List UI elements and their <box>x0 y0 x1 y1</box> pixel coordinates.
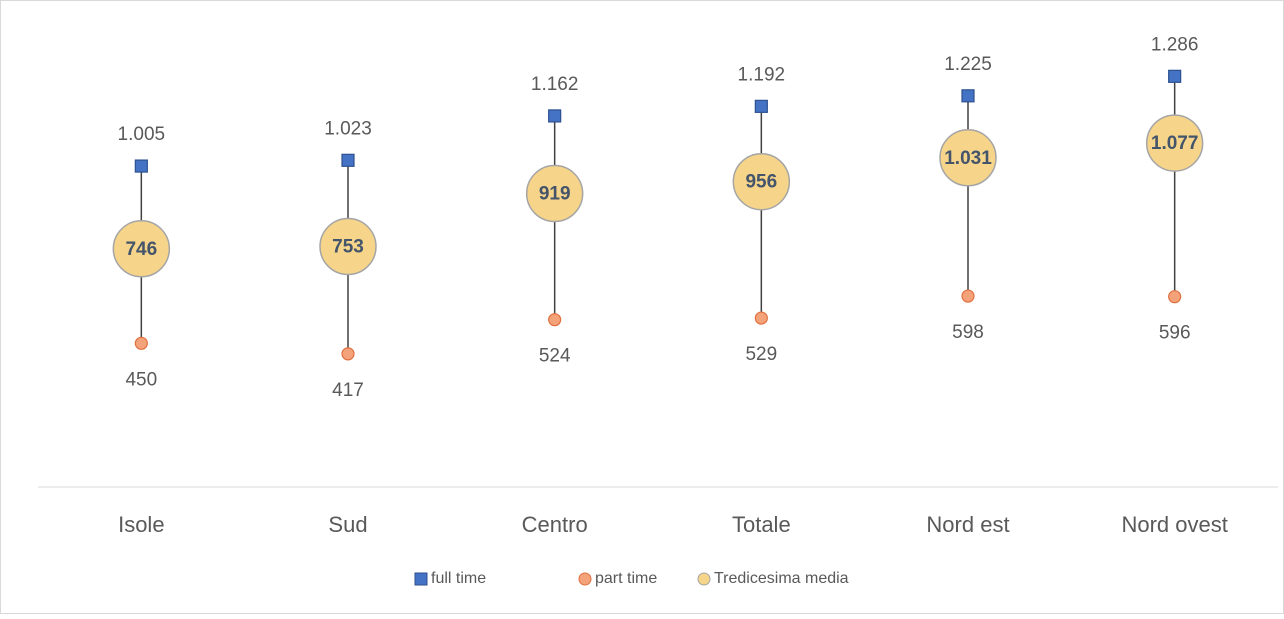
bubble <box>112 220 171 278</box>
bubble-label: 956 <box>745 172 777 193</box>
legend-swatch <box>697 572 711 586</box>
x-tick-label: Centro <box>522 512 588 537</box>
bubble-label: 746 <box>125 239 157 260</box>
bubble-label: 753 <box>332 237 364 258</box>
full-time-label: 1.005 <box>118 124 166 145</box>
part-time-label: 524 <box>539 346 571 367</box>
bubble-label: 1.031 <box>944 148 992 169</box>
bubble <box>525 164 584 223</box>
full-time-label: 1.162 <box>531 74 579 95</box>
full-time-marker <box>1168 69 1182 83</box>
part-time-marker <box>548 313 562 327</box>
x-tick-label: Nord est <box>926 512 1009 537</box>
part-time-marker <box>961 289 975 303</box>
bubble <box>939 129 997 187</box>
legend-label: full time <box>431 570 486 587</box>
full-time-marker <box>548 109 562 123</box>
part-time-label: 598 <box>952 322 984 343</box>
full-time-marker <box>961 89 975 103</box>
part-time-marker <box>754 311 768 325</box>
full-time-label: 1.192 <box>738 64 786 85</box>
legend-swatch <box>414 572 428 586</box>
part-time-marker <box>341 347 355 361</box>
part-time-marker <box>134 336 148 350</box>
full-time-marker <box>134 159 148 173</box>
bubble <box>319 217 377 276</box>
legend-swatch <box>578 572 592 586</box>
bubble <box>732 152 791 211</box>
full-time-label: 1.225 <box>944 54 992 75</box>
full-time-marker <box>754 99 768 113</box>
part-time-label: 450 <box>125 369 157 390</box>
full-time-label: 1.286 <box>1151 34 1199 55</box>
part-time-label: 596 <box>1159 323 1191 344</box>
full-time-label: 1.023 <box>324 118 372 139</box>
bubble-label: 919 <box>539 184 571 205</box>
part-time-label: 529 <box>745 344 777 365</box>
bubble-label: 1.077 <box>1151 133 1199 154</box>
x-tick-label: Sud <box>328 512 367 537</box>
bubble <box>1145 114 1204 172</box>
legend-label: Tredicesima media <box>714 570 849 587</box>
x-tick-label: Totale <box>732 512 791 537</box>
full-time-marker <box>341 153 355 167</box>
x-tick-label: Nord ovest <box>1121 512 1227 537</box>
x-tick-label: Isole <box>118 512 164 537</box>
part-time-label: 417 <box>332 380 364 401</box>
legend-label: part time <box>595 570 657 587</box>
part-time-marker <box>1168 290 1182 304</box>
